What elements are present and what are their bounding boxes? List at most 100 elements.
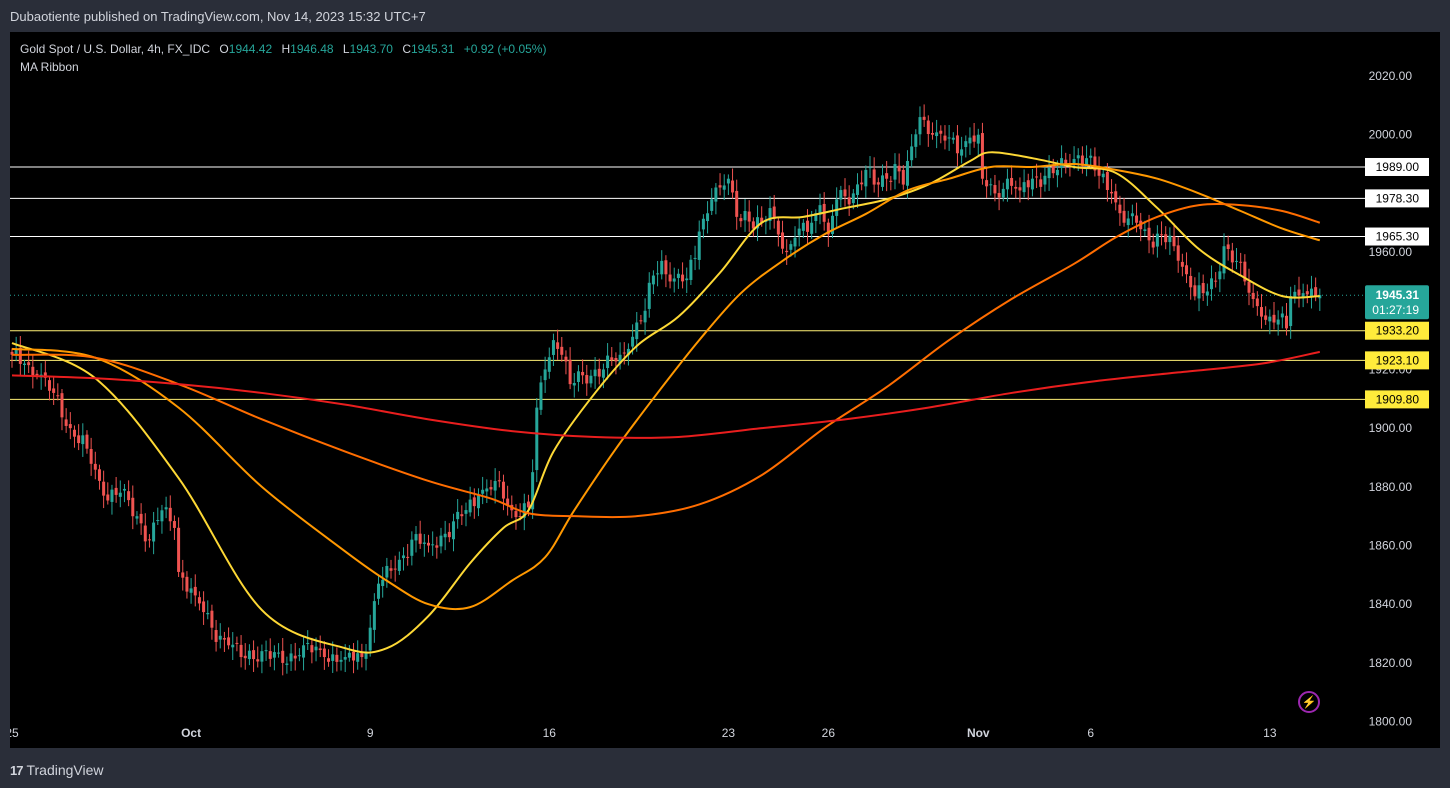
candle-body <box>922 116 926 120</box>
candle-body <box>1135 215 1139 223</box>
candle-body <box>951 137 955 140</box>
candle-body <box>735 190 739 217</box>
candle-body <box>722 185 726 190</box>
candle-body <box>402 555 406 559</box>
level-tag-bg-4 <box>1365 351 1429 370</box>
candle-body <box>493 480 497 491</box>
candle-body <box>676 273 680 278</box>
candle-body <box>710 199 714 211</box>
candle-body <box>1185 265 1189 275</box>
candle-body <box>564 356 568 362</box>
level-tags: 1989.00 1978.30 1965.30 1933.20 1923.10 1909.… <box>1365 157 1429 409</box>
level-tag-bg-1 <box>1365 189 1429 208</box>
candle-body <box>481 489 485 494</box>
publisher-text: Dubaotiente published on TradingView.com… <box>10 9 426 24</box>
candle-body <box>1197 285 1201 299</box>
level-tag-bg-5 <box>1365 390 1429 409</box>
candle-body <box>747 211 751 222</box>
candle-body <box>1255 298 1259 307</box>
candle-body <box>460 514 464 517</box>
candle-body <box>793 237 797 247</box>
candle-body <box>372 601 376 630</box>
ma-line-2 <box>11 203 1321 519</box>
candle-body <box>360 651 364 658</box>
candle-body <box>1089 155 1093 158</box>
candle-body <box>810 222 814 234</box>
candle-body <box>214 630 218 642</box>
candle-body <box>697 231 701 260</box>
candle-body <box>914 134 918 147</box>
y-tick-label-5: 1900.00 <box>1369 421 1413 435</box>
candle-body <box>1280 313 1284 318</box>
candle-body <box>1110 191 1114 194</box>
candle-body <box>855 184 859 195</box>
candle-body <box>905 160 909 186</box>
candle-body <box>1301 293 1305 298</box>
candle-body <box>114 487 118 495</box>
candle-body <box>260 651 264 662</box>
candle-body <box>347 652 351 658</box>
indicator-label[interactable]: MA Ribbon <box>20 60 79 74</box>
level-tag-label-4: 1923.10 <box>1376 353 1420 367</box>
x-tick-label-6: Nov <box>967 726 990 740</box>
candle-body <box>252 650 256 660</box>
candle-body <box>831 215 835 234</box>
candle-body <box>868 167 872 169</box>
candle-body <box>218 635 222 640</box>
candle-body <box>377 583 381 599</box>
candle-body <box>193 586 197 596</box>
candle-body <box>756 217 760 229</box>
candle-body <box>872 169 876 185</box>
candle-body <box>47 380 51 391</box>
candle-body <box>839 190 843 200</box>
candle-body <box>189 588 193 593</box>
level-tag-bg-0 <box>1365 157 1429 176</box>
candle-body <box>539 382 543 410</box>
candle-body <box>1126 218 1130 226</box>
candle-body <box>418 533 422 544</box>
candle-body <box>281 650 285 663</box>
candle-body <box>1230 250 1234 263</box>
candle-body <box>851 193 855 204</box>
candle-body <box>939 130 943 134</box>
countdown-label: 01:27:19 <box>1372 303 1419 317</box>
x-tick-label-8: 13 <box>1263 726 1277 740</box>
symbol-title[interactable]: Gold Spot / U.S. Dollar, 4h, FX_IDC <box>20 42 211 56</box>
candle-body <box>293 655 297 659</box>
candle-body <box>531 472 535 510</box>
candle-body <box>514 511 518 518</box>
price-chart[interactable]: 1800.00 1820.00 1840.00 1860.00 1880.00 1900.… <box>10 32 1440 748</box>
candle-body <box>202 601 206 613</box>
candle-body <box>1297 289 1301 296</box>
candle-body <box>43 372 47 378</box>
candle-body <box>1247 281 1251 293</box>
candle-body <box>501 481 505 499</box>
candle-body <box>1260 307 1263 317</box>
candle-body <box>689 259 693 280</box>
candle-body <box>568 359 572 385</box>
footer: 17 TradingView <box>10 760 104 780</box>
chart-area[interactable] <box>10 32 1440 748</box>
candle-body <box>277 652 281 654</box>
candle-body <box>427 542 430 546</box>
x-tick-label-1: Oct <box>181 726 201 740</box>
candle-body <box>60 393 64 418</box>
candle-body <box>560 346 564 355</box>
candle-body <box>526 501 530 508</box>
candle-body <box>14 348 18 356</box>
candle-body <box>893 164 897 180</box>
candle-body <box>1268 316 1272 322</box>
candle-body <box>635 322 639 340</box>
lightning-icon[interactable]: ⚡ <box>1298 691 1320 713</box>
candle-body <box>818 205 822 215</box>
level-tag-label-1: 1978.30 <box>1376 191 1420 205</box>
candle-body <box>681 274 685 282</box>
candle-body <box>127 491 131 501</box>
candle-body <box>614 358 618 362</box>
candle-body <box>1155 233 1159 247</box>
candle-body <box>781 232 785 249</box>
candle-body <box>926 120 930 135</box>
level-tag-label-3: 1933.20 <box>1376 324 1420 338</box>
candle-body <box>593 369 597 377</box>
candle-body <box>643 310 647 323</box>
